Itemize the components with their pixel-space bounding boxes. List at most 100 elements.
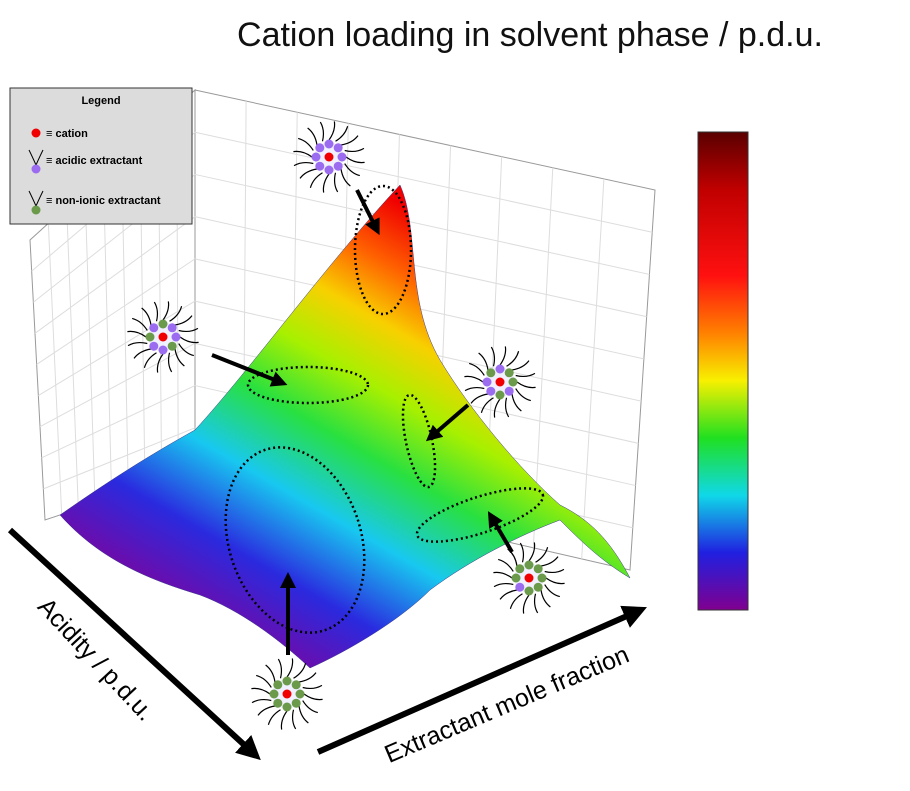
arrows [211,189,514,655]
surface [59,184,631,669]
micelle-tail [298,705,309,724]
micelle-tail [302,700,318,714]
micelle-tail [540,556,559,567]
micelle-tail [493,582,514,588]
micelle-tail [127,330,147,338]
micelle-tail [132,317,148,331]
micelle-tail [167,352,173,373]
micelle-head [504,368,514,378]
micelle-tail [533,593,539,614]
legend-acid-icon [31,164,41,174]
legend-tail [28,149,44,166]
wall-grid [194,131,653,233]
micelle-tail [143,352,157,368]
micelle-tail [309,172,323,188]
micelle-tail [293,150,313,158]
title: Cation loading in solvent phase / p.d.u. [237,16,823,54]
micelle-head [149,323,159,333]
micelle-head [482,377,492,387]
micelle-tail [335,126,349,142]
micelle-tail [299,168,318,179]
micelle-icon [293,121,365,193]
micelle-tail [169,306,183,322]
micelle-head [337,152,347,162]
micelle-tail [469,362,485,376]
micelle-tail [178,343,194,357]
wall-grid [39,342,196,428]
micelle-tail [490,346,496,367]
micelle-tail [511,360,530,371]
micelle-tail [535,547,549,563]
micelle-head [324,139,334,149]
micelle-head [486,386,496,396]
highlight-regions [224,184,545,634]
micelle-head [533,582,543,592]
micelle-tail [511,393,522,412]
micelle-tail [344,147,365,153]
micelle-tail [464,375,484,383]
wall-grid [34,216,196,334]
micelle-tail [493,398,501,418]
micelle-tail [340,135,359,146]
micelle-tail [333,172,339,193]
micelle-head [295,689,305,699]
micelle-head [282,676,292,686]
micelle-tail [267,709,281,725]
micelle-tail [506,351,520,367]
micelle-tail [344,163,360,177]
micelle-tail [174,348,185,367]
legend-title: Legend [81,95,120,107]
micelle-tail [322,173,330,193]
micelle-tail [291,709,297,730]
micelle-tail [302,684,323,690]
micelle-tail [179,336,199,344]
legend-item: ≡ non-ionic extractant [46,195,161,207]
micelle-head [508,377,518,387]
wall-grid [581,178,605,559]
micelle-tail [464,386,485,392]
micelle-head [533,564,543,574]
micelle-head [515,582,525,592]
micelle-icon [464,346,536,418]
wall-grid [41,385,196,459]
wall-grid [102,173,113,498]
micelle-tail [509,593,523,609]
colorbar [697,131,749,611]
micelle-tail [153,301,159,322]
legend-item: ≡ cation [46,128,88,140]
micelle-tail [133,348,152,359]
micelle-head [511,573,521,583]
micelle-tail [141,307,152,326]
micelle-tail [156,353,164,373]
micelle-tail [504,397,510,418]
micelle-tail [251,687,271,695]
wall-grid [47,223,63,515]
micelle-tail [251,698,272,704]
micelle-cation [495,377,505,387]
micelle-icon [493,542,565,614]
micelle-tail [499,346,507,366]
micelle-head [291,680,301,690]
micelle-head [145,332,155,342]
micelle-tail [293,663,307,679]
micelle-tail [515,372,536,378]
micelle-head [158,345,168,355]
micelle-head [167,341,177,351]
micelle-head [273,680,283,690]
micelle-head [171,332,181,342]
micelle-tail [328,121,336,141]
micelle-tail [303,693,323,701]
micelle-tail [507,548,518,567]
micelle-head [504,386,514,396]
wall-grid [36,258,196,365]
micelle-tail [516,381,536,389]
micelle-tail [277,658,283,679]
micelle-head [333,143,343,153]
micelle-cation [158,332,168,342]
micelle-tail [340,168,351,187]
micelle-tail [293,161,314,167]
wall-grid [66,206,79,509]
micelle-cation [282,689,292,699]
fraction-arrow [316,605,647,755]
